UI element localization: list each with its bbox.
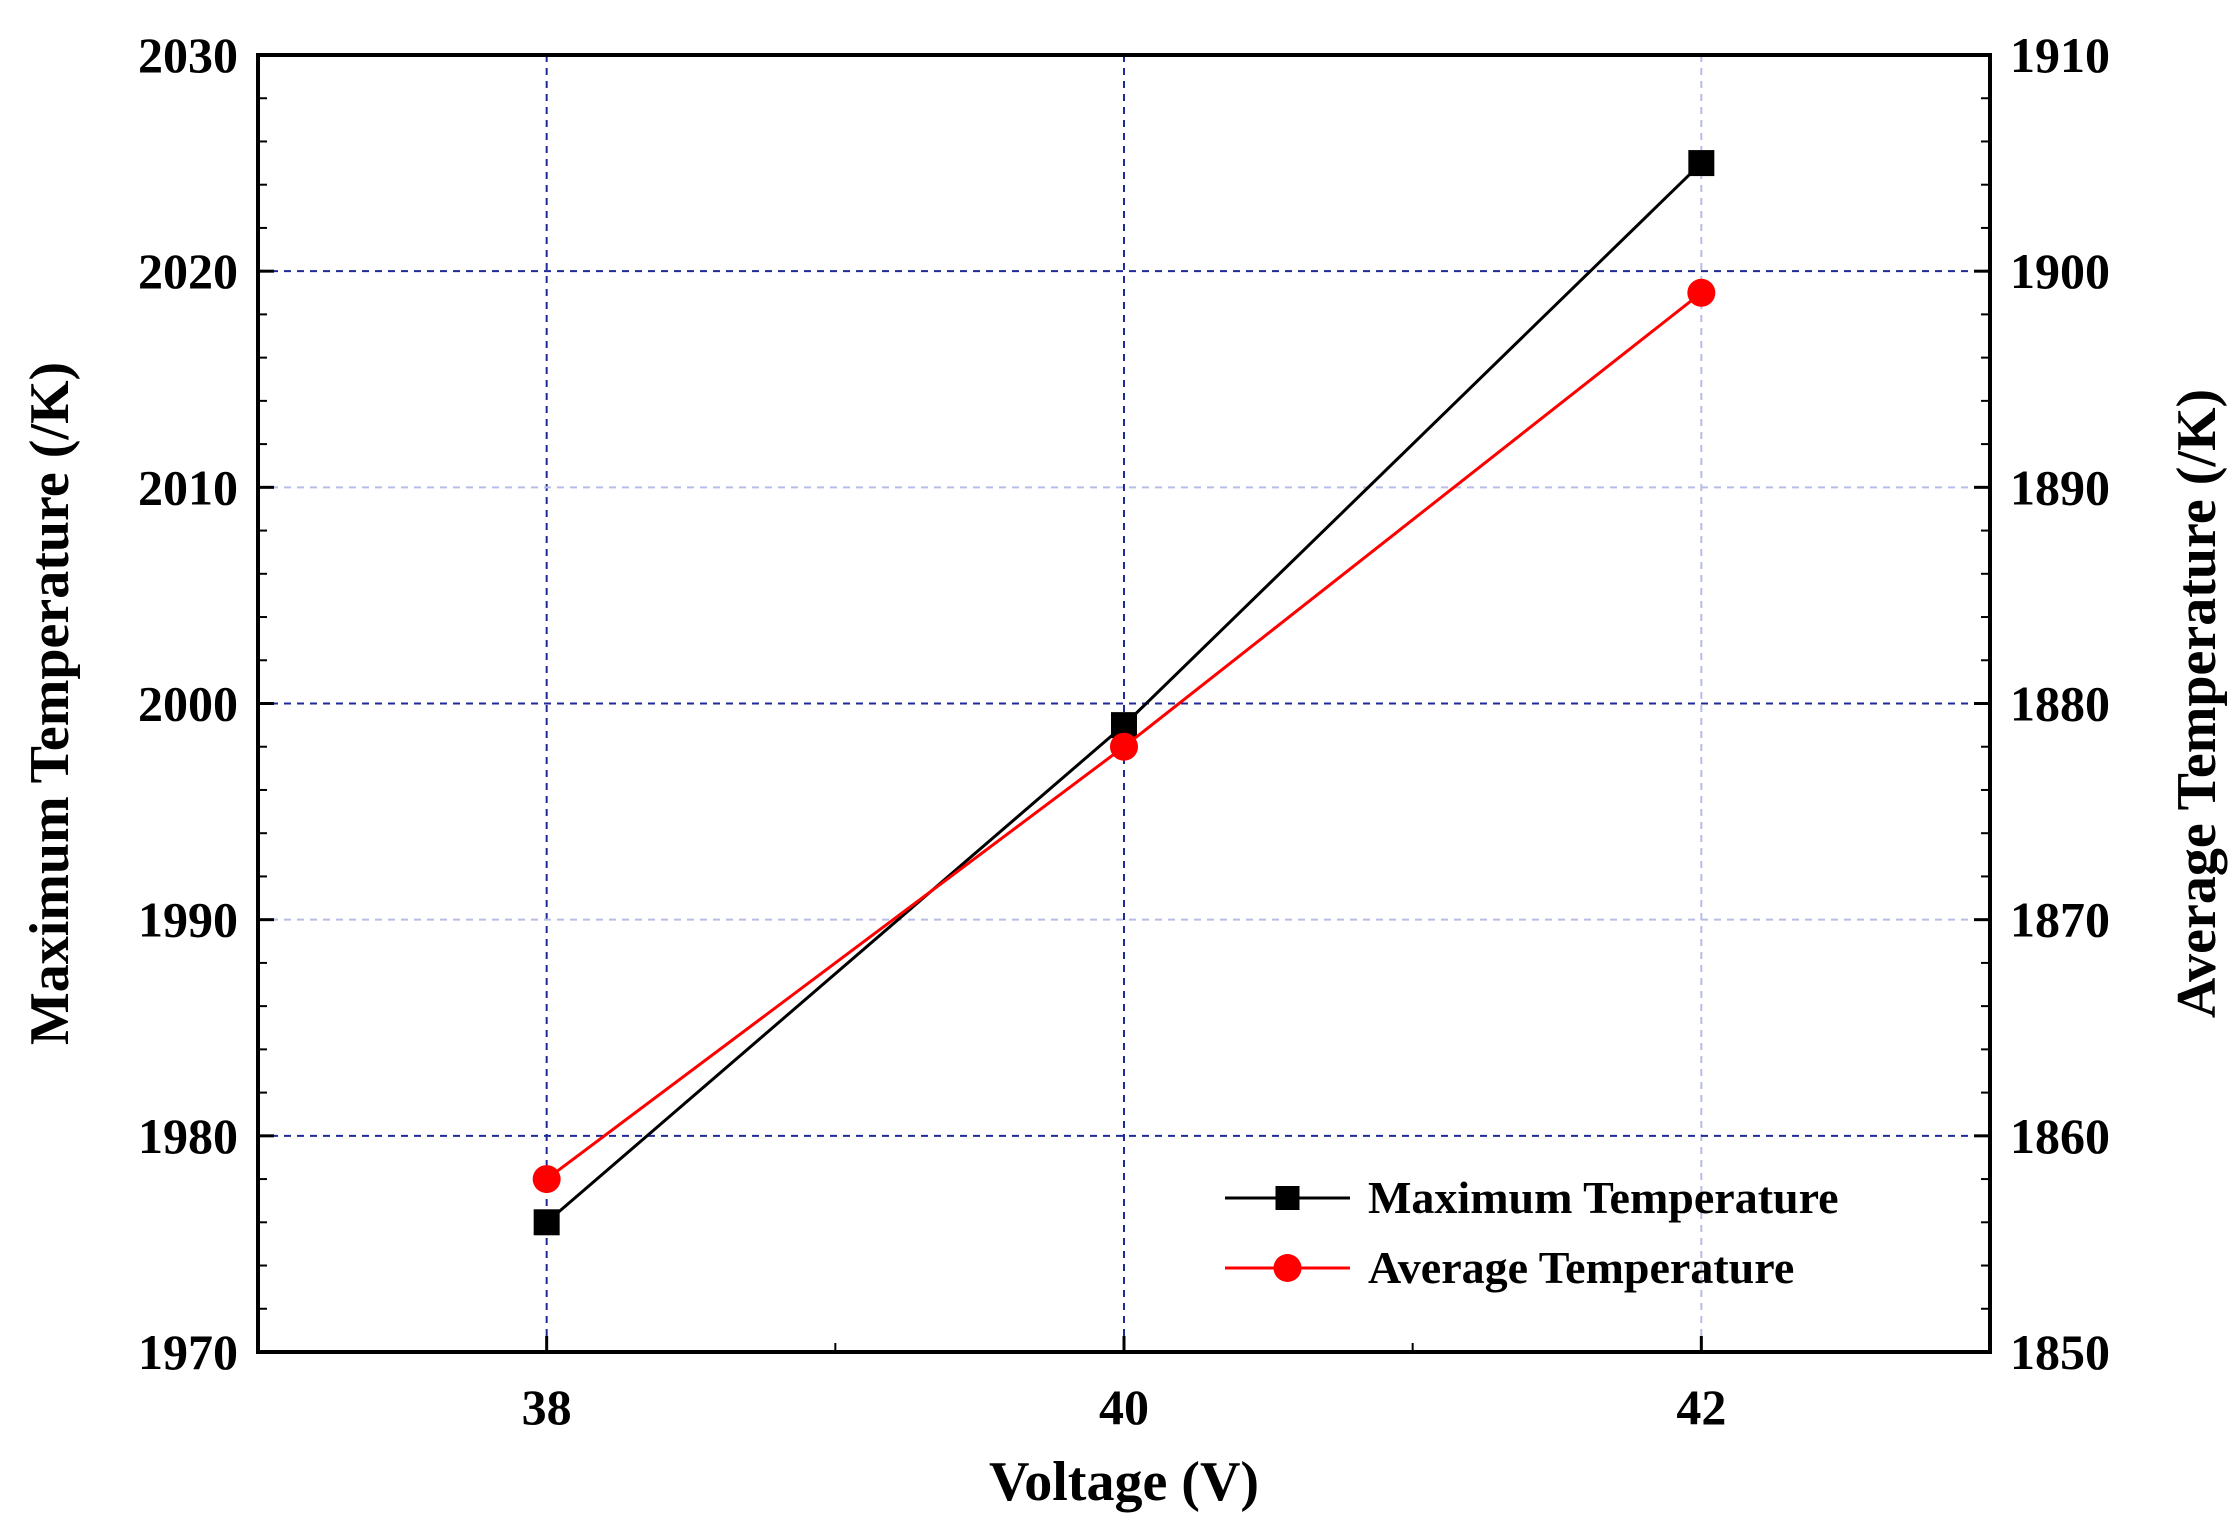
data-point-circle: [532, 1165, 561, 1194]
left-y-tick-label: 1990: [138, 892, 238, 948]
left-y-tick-label: 1980: [138, 1108, 238, 1164]
right-y-tick-label: 1890: [2010, 459, 2110, 515]
grid-layer: [258, 55, 1990, 1352]
data-point-square: [533, 1209, 560, 1236]
x-axis-title: Voltage (V): [989, 1451, 1259, 1513]
left-y-tick-label: 1970: [138, 1324, 238, 1380]
plot-frame: [256, 53, 1992, 1354]
data-point-circle: [1110, 732, 1138, 761]
legend-label-average-temperature: Average Temperature: [1368, 1242, 1794, 1293]
labels-layer: 38 40 42 1970 1980 1990 2000 2010 2020 2030 1850 18…: [138, 27, 2110, 1435]
legend-marker-circle: [1273, 1254, 1302, 1282]
right-y-axis-title: Average Temperature (/K): [2166, 389, 2228, 1018]
legend: Maximum Temperature Average Temperature: [1225, 1172, 1839, 1293]
left-y-axis-title: Maximum Temperature (/K): [19, 362, 81, 1045]
right-y-tick-label: 1860: [2010, 1108, 2110, 1164]
left-y-tick-label: 2000: [138, 676, 238, 732]
right-y-tick-label: 1910: [2010, 27, 2110, 83]
left-y-tick-label: 2030: [138, 27, 238, 83]
data-point-square: [1688, 150, 1715, 177]
right-y-tick-label: 1880: [2010, 676, 2110, 732]
right-y-tick-label: 1900: [2010, 243, 2110, 299]
legend-label-maximum-temperature: Maximum Temperature: [1368, 1172, 1839, 1223]
right-y-tick-label: 1850: [2010, 1324, 2110, 1380]
data-point-circle: [1687, 278, 1716, 307]
x-tick-label: 40: [1099, 1379, 1149, 1435]
x-tick-label: 42: [1676, 1379, 1726, 1435]
legend-marker-square: [1275, 1186, 1300, 1210]
series-layer: [532, 150, 1716, 1236]
left-y-tick-label: 2020: [138, 243, 238, 299]
left-y-tick-label: 2010: [138, 459, 238, 515]
right-y-tick-label: 1870: [2010, 892, 2110, 948]
x-tick-label: 38: [522, 1379, 572, 1435]
